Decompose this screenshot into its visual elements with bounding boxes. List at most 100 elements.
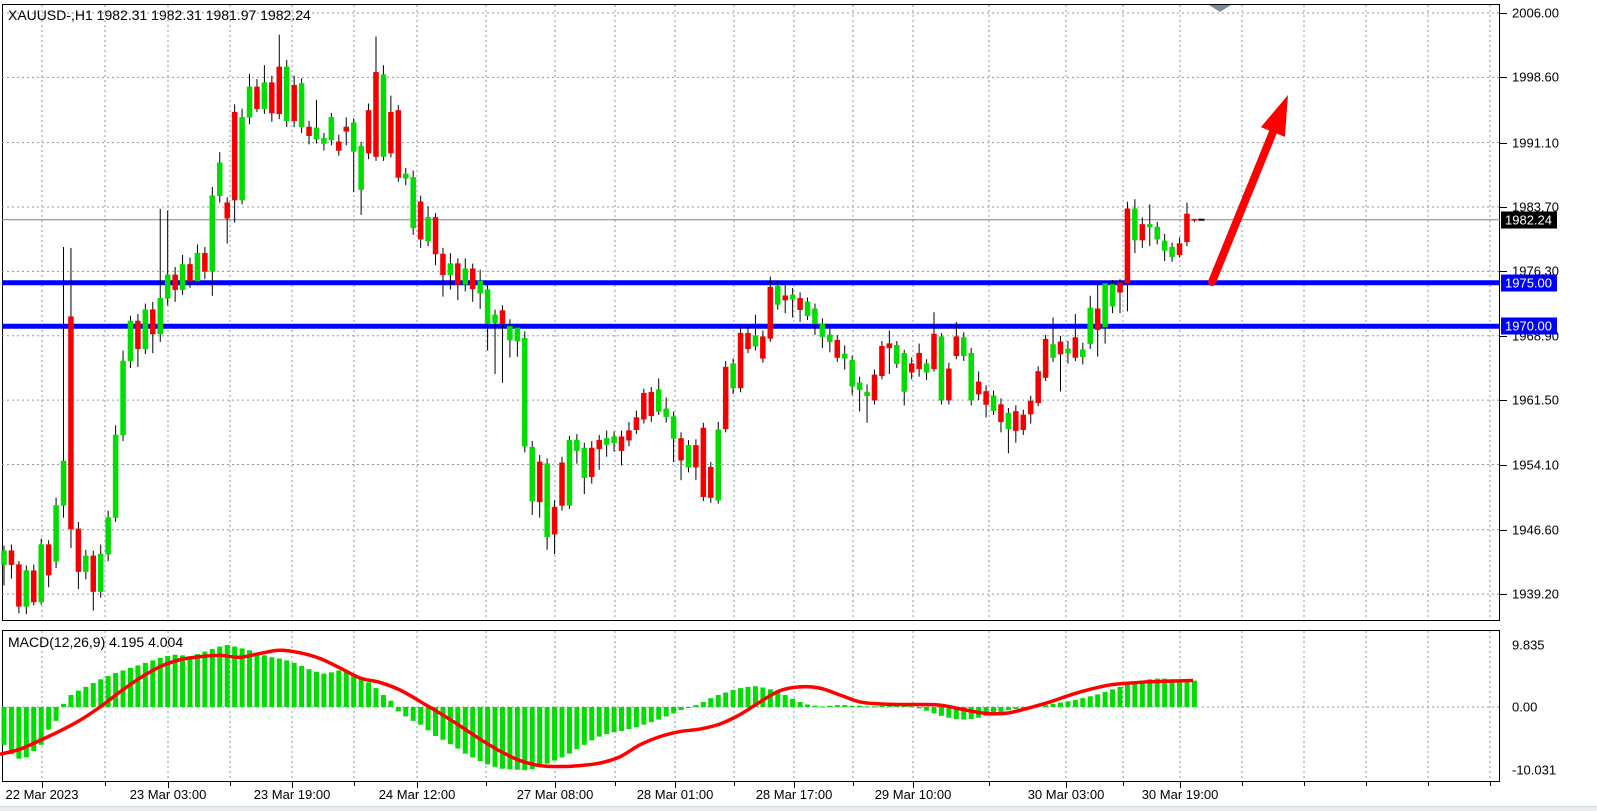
macd-histogram-bar bbox=[1184, 680, 1190, 707]
bull-candle-body bbox=[53, 505, 59, 562]
price-tick-mark bbox=[1500, 271, 1507, 273]
trend-arrow-shaft[interactable] bbox=[1208, 128, 1277, 286]
bull-candle-body bbox=[112, 434, 119, 518]
bear-candle-body bbox=[678, 438, 684, 461]
macd-histogram-bar bbox=[619, 707, 625, 731]
bull-candle-body bbox=[961, 337, 967, 357]
time-tick-label: 27 Mar 08:00 bbox=[516, 787, 594, 802]
bull-candle-body bbox=[849, 359, 855, 387]
macd-histogram-bar bbox=[53, 707, 59, 721]
macd-histogram-bar bbox=[1087, 696, 1093, 707]
time-tick-mark bbox=[486, 782, 487, 786]
time-tick-mark bbox=[1304, 782, 1305, 786]
price-tick-label: 2006.00 bbox=[1512, 5, 1559, 21]
bull-candle-body bbox=[328, 117, 335, 141]
macd-histogram-bar bbox=[358, 678, 364, 707]
bear-candle-body bbox=[135, 320, 141, 350]
macd-histogram-bar bbox=[1110, 689, 1116, 707]
macd-histogram-bar bbox=[447, 707, 453, 745]
bear-candle-body bbox=[276, 66, 283, 115]
time-tick-mark bbox=[168, 782, 169, 788]
macd-histogram-bar bbox=[291, 662, 297, 707]
bull-candle-body bbox=[574, 439, 580, 451]
bear-candle-body bbox=[1139, 224, 1146, 241]
bull-candle-body bbox=[1087, 307, 1093, 344]
macd-histogram-bar bbox=[834, 705, 840, 707]
bull-candle-body bbox=[1065, 348, 1071, 354]
bear-candle-body bbox=[1124, 208, 1131, 283]
macd-histogram-bar bbox=[127, 667, 133, 707]
bear-candle-body bbox=[1072, 337, 1079, 358]
trend-arrow-head[interactable] bbox=[1260, 95, 1288, 137]
bear-candle-body bbox=[998, 404, 1004, 423]
chart-shift-marker-icon[interactable] bbox=[1209, 5, 1231, 12]
macd-histogram-bar bbox=[1020, 707, 1026, 708]
bear-candle-body bbox=[45, 544, 52, 576]
macd-histogram-bar bbox=[217, 646, 223, 707]
bear-candle-body bbox=[648, 392, 655, 417]
bear-candle-body bbox=[75, 528, 82, 572]
time-axis[interactable] bbox=[0, 782, 1597, 806]
price-tick-label: 1998.60 bbox=[1512, 69, 1559, 85]
macd-histogram-bar bbox=[611, 707, 617, 733]
macd-histogram-bar bbox=[745, 686, 751, 707]
macd-histogram-bar bbox=[760, 687, 766, 707]
price-tick-mark bbox=[1500, 464, 1507, 466]
bear-candle-body bbox=[879, 345, 885, 377]
macd-histogram-bar bbox=[685, 707, 691, 708]
bear-candle-body bbox=[641, 392, 647, 420]
macd-histogram-bar bbox=[842, 705, 848, 707]
time-tick-mark bbox=[1123, 782, 1124, 786]
bear-candle-body bbox=[596, 439, 602, 450]
bull-candle-body bbox=[127, 320, 134, 362]
macd-histogram-bar bbox=[46, 707, 52, 730]
macd-histogram-bar bbox=[767, 689, 773, 707]
macd-histogram-bar bbox=[678, 707, 684, 711]
macd-histogram-bar bbox=[343, 671, 349, 707]
macd-histogram-bar bbox=[566, 707, 572, 754]
macd-histogram-bar bbox=[23, 707, 29, 758]
bear-candle-body bbox=[708, 466, 714, 498]
macd-histogram-bar bbox=[373, 688, 379, 707]
bull-candle-body bbox=[425, 217, 431, 242]
macd-histogram-bar bbox=[336, 670, 342, 707]
bull-candle-body bbox=[447, 263, 454, 276]
macd-histogram-bar bbox=[224, 645, 230, 707]
macd-histogram-bar bbox=[723, 692, 729, 707]
bull-candle-body bbox=[522, 338, 528, 447]
time-tick-mark bbox=[1490, 782, 1491, 786]
bear-candle-body bbox=[916, 352, 922, 370]
bull-candle-body bbox=[283, 66, 290, 122]
macd-histogram-bar bbox=[633, 707, 639, 728]
macd-histogram-bar bbox=[209, 649, 215, 707]
macd-histogram-bar bbox=[232, 646, 238, 707]
price-tick-label: 1983.70 bbox=[1512, 199, 1559, 215]
bull-candle-body bbox=[544, 463, 550, 537]
bull-candle-body bbox=[775, 285, 781, 305]
bull-candle-body bbox=[157, 298, 163, 335]
bear-candle-body bbox=[16, 564, 22, 607]
bull-candle-body bbox=[1161, 240, 1168, 251]
time-tick-mark bbox=[853, 782, 854, 786]
bull-candle-body bbox=[566, 439, 573, 506]
price-tick-mark bbox=[1500, 335, 1507, 337]
bear-candle-body bbox=[432, 217, 439, 255]
macd-histogram-bar bbox=[90, 683, 96, 707]
bull-candle-body bbox=[38, 544, 44, 603]
bull-candle-body bbox=[670, 416, 677, 439]
bear-candle-body bbox=[469, 268, 476, 290]
macd-histogram-bar bbox=[425, 707, 431, 731]
bull-candle-body bbox=[60, 460, 67, 506]
price-tick-label: 1954.10 bbox=[1512, 457, 1559, 473]
macd-histogram-bar bbox=[1124, 684, 1130, 707]
macd-histogram-bar bbox=[38, 707, 44, 745]
time-tick-mark bbox=[1180, 782, 1181, 788]
bull-candle-body bbox=[938, 336, 945, 401]
bull-candle-body bbox=[484, 289, 491, 324]
bear-candle-body bbox=[31, 570, 37, 603]
bull-candle-body bbox=[179, 264, 186, 290]
bull-candle-body bbox=[611, 436, 617, 444]
macd-histogram-bar bbox=[105, 676, 111, 707]
bear-candle-body bbox=[224, 202, 230, 219]
macd-histogram-bar bbox=[403, 707, 409, 717]
